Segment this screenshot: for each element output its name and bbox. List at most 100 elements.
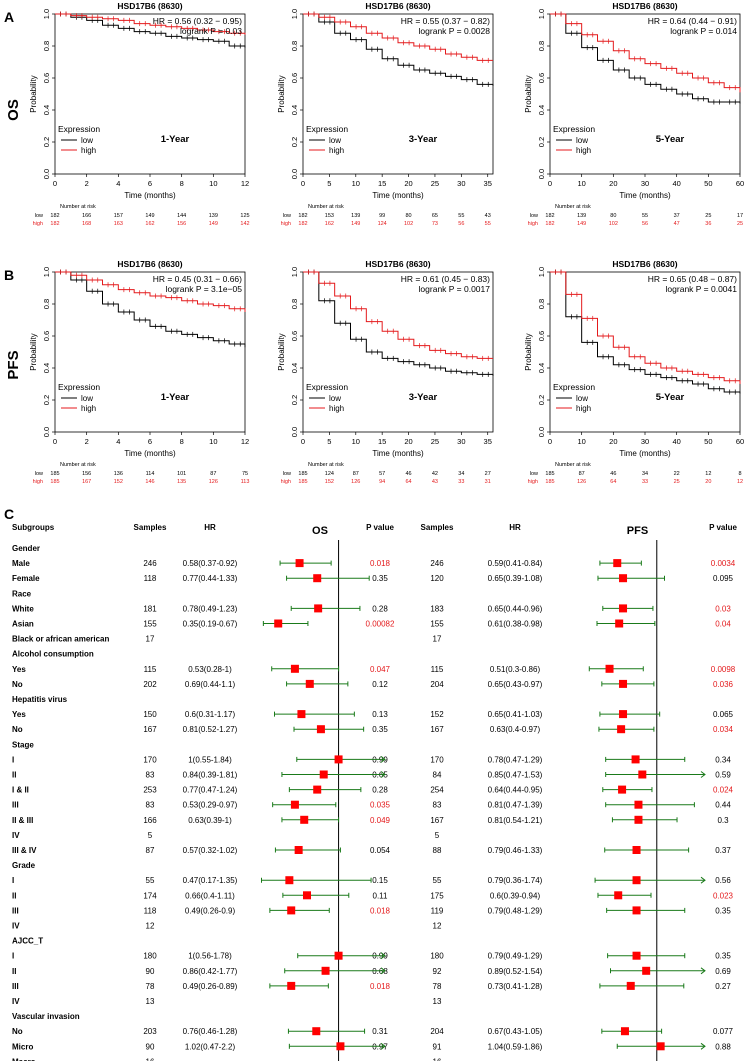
hr-value-os: 0.77(0.47-1.24) <box>183 786 238 795</box>
x-tick-label: 25 <box>431 437 439 446</box>
x-tick-label: 50 <box>704 179 712 188</box>
hr-box-os <box>316 725 325 734</box>
forest-row: IV 12 12 <box>12 922 442 931</box>
risk-value: 185 <box>50 471 59 477</box>
samples-os: 55 <box>146 876 155 885</box>
subgroup-label: No <box>12 1027 23 1036</box>
group-label: Race <box>12 589 32 598</box>
hr-box-os <box>336 1042 345 1051</box>
forest-group-header: Gender <box>12 544 40 553</box>
x-tick-label: 12 <box>241 179 249 188</box>
p-value-os: 0.00082 <box>366 620 395 629</box>
subgroup-label: I <box>12 952 14 961</box>
y-tick-label: 0.6 <box>290 331 299 341</box>
header-hr-os: HR <box>204 523 216 532</box>
hr-box-os <box>274 619 283 628</box>
samples-os: 83 <box>146 801 155 810</box>
risk-value: 22 <box>674 471 680 477</box>
risk-value: 37 <box>674 213 680 219</box>
hr-value-os: 0.35(0.19-0.67) <box>183 620 238 629</box>
legend-title: Expression <box>306 124 348 134</box>
risk-value: 139 <box>351 213 360 219</box>
risk-value: 25 <box>674 479 680 485</box>
forest-row: Black or african american 17 17 <box>12 635 442 644</box>
hr-box-os <box>300 815 309 824</box>
y-tick-label: 1.0 <box>290 267 299 277</box>
ci-arrow-os <box>380 967 386 975</box>
hr-value-os: 0.86(0.42-1.77) <box>183 967 238 976</box>
hr-box-os <box>321 966 330 975</box>
x-tick-label: 4 <box>116 437 120 446</box>
hr-box-os <box>313 574 322 583</box>
period-label: 1-Year <box>161 134 190 145</box>
y-tick-label: 1.0 <box>290 9 299 19</box>
risk-value: 12 <box>705 471 711 477</box>
forest-row: II & III 166 0.63(0.39-1) 0.049 167 0.81(0.54… <box>12 815 729 825</box>
samples-pfs: 204 <box>430 680 444 689</box>
hr-value-pfs: 1.04(0.59-1.86) <box>488 1042 543 1051</box>
y-tick-label: 0.0 <box>42 169 51 179</box>
risk-value: 126 <box>351 479 360 485</box>
subgroup-label: Macro <box>12 1057 36 1061</box>
hr-box-os <box>319 770 328 779</box>
y-tick-label: 0.4 <box>290 363 299 373</box>
subgroup-label: IV <box>12 922 20 931</box>
ci-arrow-os <box>380 771 386 778</box>
samples-pfs: 12 <box>433 922 442 931</box>
hr-box-os <box>295 559 304 568</box>
forest-row: III 118 0.49(0.26-0.9) 0.018 119 0.79(0.48-1.… <box>12 906 731 915</box>
hr-box-os <box>290 800 299 809</box>
p-value-pfs: 0.34 <box>715 755 731 764</box>
risk-value: 182 <box>298 221 307 227</box>
x-tick-label: 35 <box>484 179 492 188</box>
risk-value: 126 <box>577 479 586 485</box>
group-label: Stage <box>12 740 34 749</box>
x-tick-label: 40 <box>672 437 680 446</box>
chart-title: HSD17B6 (8630) <box>612 1 677 11</box>
forest-row: No 203 0.76(0.46-1.28) 0.31 204 0.67(0.43-1.0… <box>12 1027 734 1036</box>
risk-value: 25 <box>737 221 743 227</box>
risk-value: 64 <box>405 479 411 485</box>
hr-box-pfs <box>632 906 641 915</box>
x-tick-label: 2 <box>85 437 89 446</box>
forest-row: Yes 150 0.6(0.31-1.17) 0.13 152 0.65(0.41-1.0… <box>12 710 734 719</box>
risk-value: 139 <box>209 213 218 219</box>
samples-pfs: 88 <box>433 846 442 855</box>
hr-box-pfs <box>656 1042 665 1051</box>
legend-label-low: low <box>329 394 341 403</box>
risk-value: 17 <box>737 213 743 219</box>
risk-value: 149 <box>577 221 586 227</box>
samples-pfs: 83 <box>433 801 442 810</box>
legend-label-high: high <box>576 146 591 155</box>
x-axis-label: Time (months) <box>619 191 671 200</box>
risk-value: 8 <box>738 471 741 477</box>
hr-box-os <box>285 876 294 885</box>
subgroup-label: II <box>12 891 16 900</box>
risk-value: 47 <box>674 221 680 227</box>
hr-value-pfs: 0.63(0.4-0.97) <box>490 725 541 734</box>
risk-value: 125 <box>240 213 249 219</box>
risk-header: Number at risk <box>60 462 96 468</box>
x-tick-label: 20 <box>609 437 617 446</box>
samples-pfs: 78 <box>433 982 442 991</box>
header-hr-pfs: HR <box>509 523 521 532</box>
chart-title: HSD17B6 (8630) <box>365 259 430 269</box>
hr-value-pfs: 0.78(0.47-1.29) <box>488 755 543 764</box>
subgroup-label: II <box>12 771 16 780</box>
hr-box-os <box>290 664 299 673</box>
risk-value: 139 <box>577 213 586 219</box>
risk-value: 149 <box>209 221 218 227</box>
risk-value: 55 <box>458 213 464 219</box>
legend-label-high: high <box>576 404 591 413</box>
x-tick-label: 2 <box>85 179 89 188</box>
samples-pfs: 16 <box>433 1057 442 1061</box>
samples-pfs: 180 <box>430 952 444 961</box>
samples-os: 90 <box>146 1042 155 1051</box>
y-tick-label: 0.4 <box>537 363 546 373</box>
legend-label-high: high <box>329 146 344 155</box>
hr-box-os <box>334 755 343 764</box>
x-tick-label: 0 <box>548 437 552 446</box>
risk-value: 185 <box>545 471 554 477</box>
hr-value-os: 0.6(0.31-1.17) <box>185 710 236 719</box>
ci-arrow-pfs <box>700 967 706 975</box>
